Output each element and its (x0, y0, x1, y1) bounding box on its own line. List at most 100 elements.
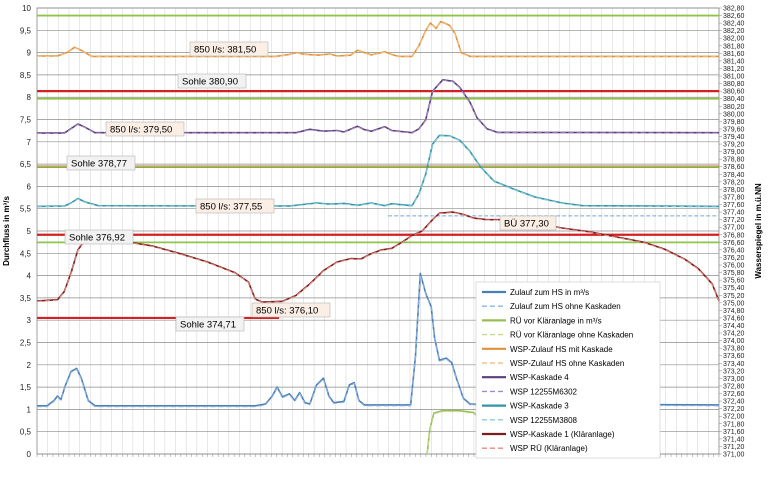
y-left-tick-label: 4 (27, 272, 32, 281)
y-right-tick-label: 381,20 (723, 66, 745, 73)
series-line (37, 79, 720, 135)
legend-entry: RÜ vor Kläranlage in m³/s (510, 316, 602, 325)
y-right-tick-label: 371,60 (723, 429, 745, 436)
y-right-tick-label: 381,40 (723, 58, 745, 65)
y-right-tick-label: 375,20 (723, 293, 745, 300)
y-right-tick-label: 382,60 (723, 13, 745, 20)
y-right-tick-label: 376,80 (723, 232, 745, 239)
y-left-tick-label: 9,5 (20, 26, 32, 35)
y-right-tick-label: 379,20 (723, 142, 745, 149)
y-right-tick-label: 373,00 (723, 376, 745, 383)
y-right-tick-label: 376,00 (723, 263, 745, 270)
series-line (37, 21, 719, 58)
y-left-tick-label: 4,5 (20, 249, 32, 258)
series-line (36, 135, 720, 208)
y-right-tick-label: 371,00 (723, 452, 745, 459)
y-right-tick-label: 374,20 (723, 331, 745, 338)
legend-entry: WSP-Kaskade 3 (510, 402, 569, 411)
y-right-tick-label: 382,40 (723, 21, 745, 28)
y-left-tick-label: 10 (22, 4, 31, 13)
y-right-tick-label: 372,00 (723, 414, 745, 421)
annotation-label: 850 l/s: 376,10 (256, 306, 318, 317)
legend: Zulauf zum HS in m³/s Zulauf zum HS ohne … (475, 281, 661, 459)
annotation-label: Sohle 376,92 (69, 233, 125, 244)
annotation-label: Sohle 374,71 (180, 320, 236, 331)
annotation-box (64, 229, 134, 245)
annotations: 850 l/s: 381,50 Sohle 380,90 850 l/s: 379,… (64, 41, 557, 332)
annotation-box (66, 155, 136, 171)
y-right-tick-label: 379,00 (723, 149, 745, 156)
legend-entry: WSP RÜ (Kläranlage) (510, 444, 588, 453)
grid (36, 7, 720, 457)
y-right-tick-label: 373,80 (723, 346, 745, 353)
y-right-tick-label: 376,20 (723, 255, 745, 262)
y-right-tick-label: 371,40 (723, 436, 745, 443)
legend-entry: WSP-Kaskade 4 (510, 373, 569, 382)
annotation-label: 850 l/s: 379,50 (110, 125, 172, 136)
y-right-tick-label: 377,40 (723, 210, 745, 217)
y-right-tick-label: 377,20 (723, 217, 745, 224)
annotation-box (189, 41, 269, 57)
y-right-tick-label: 380,20 (723, 104, 745, 111)
axes: Durchfluss in m³/s Wasserspiegel in m.ü.… (2, 4, 763, 459)
y-right-tick-label: 372,80 (723, 383, 745, 390)
legend-entry: Zulauf zum HS ohne Kaskaden (510, 302, 621, 311)
series-line (37, 273, 720, 408)
annotation-label: BÜ 377,30 (504, 219, 549, 230)
y-right-tick-label: 380,00 (723, 111, 745, 118)
y-axis-left-title: Durchfluss in m³/s (2, 196, 11, 266)
annotation-box (175, 316, 245, 332)
y-right-tick-label: 377,80 (723, 194, 745, 201)
y-left-tick-label: 5,5 (20, 205, 32, 214)
y-right-tick-label: 377,00 (723, 225, 745, 232)
y-right-tick-label: 380,40 (723, 96, 745, 103)
y-right-tick-label: 382,80 (723, 6, 745, 13)
y-right-tick-label: 380,60 (723, 89, 745, 96)
y-right-tick-label: 374,80 (723, 308, 745, 315)
y-right-tick-label: 378,40 (723, 172, 745, 179)
y-left-tick-label: 6,5 (20, 160, 32, 169)
y-right-tick-label: 372,20 (723, 406, 745, 413)
annotation-label: 850 l/s: 377,55 (200, 202, 262, 213)
y-right-tick-label: 375,80 (723, 270, 745, 277)
y-right-tick-label: 381,00 (723, 74, 745, 81)
y-right-tick-label: 381,60 (723, 51, 745, 58)
y-right-tick-label: 372,40 (723, 399, 745, 406)
y-right-tick-label: 376,60 (723, 240, 745, 247)
y-right-tick-label: 380,80 (723, 81, 745, 88)
legend-entry: Zulauf zum HS in m³/s (510, 288, 589, 297)
y-right-tick-label: 374,60 (723, 315, 745, 322)
legend-entry: WSP-Kaskade 1 (Kläranlage) (510, 430, 615, 439)
y-left-tick-label: 6 (27, 182, 32, 191)
y-right-tick-label: 371,20 (723, 444, 745, 451)
y-left-tick-label: 1 (27, 405, 32, 414)
y-left-tick-label: 2 (27, 361, 32, 370)
y-right-tick-label: 375,60 (723, 278, 745, 285)
y-left-tick-label: 8 (27, 93, 32, 102)
y-right-tick-label: 378,60 (723, 164, 745, 171)
annotation-box (251, 302, 331, 318)
y-right-tick-label: 379,40 (723, 134, 745, 141)
y-left-tick-label: 3 (27, 316, 32, 325)
annotation-label: 850 l/s: 381,50 (194, 45, 256, 56)
y-right-tick-label: 375,40 (723, 285, 745, 292)
y-left-tick-label: 3,5 (20, 294, 32, 303)
annotation-box (105, 121, 185, 137)
y-right-tick-label: 372,60 (723, 391, 745, 398)
legend-box (475, 281, 661, 459)
legend-entry: WSP-Zulauf HS ohne Kaskaden (510, 359, 624, 368)
y-left-tick-label: 5 (27, 227, 32, 236)
y-right-tick-label: 382,20 (723, 28, 745, 35)
annotation-label: Sohle 380,90 (182, 77, 238, 88)
y-right-tick-label: 373,20 (723, 368, 745, 375)
y-right-tick-label: 374,00 (723, 338, 745, 345)
legend-entry: WSP-Zulauf HS mit Kaskade (510, 345, 613, 354)
annotation-box (177, 73, 247, 89)
y-right-tick-label: 377,60 (723, 202, 745, 209)
y-right-tick-label: 373,60 (723, 353, 745, 360)
y-right-tick-label: 382,00 (723, 36, 745, 43)
legend-entry: WSP 12255M3808 (510, 416, 578, 425)
y-right-tick-label: 379,60 (723, 126, 745, 133)
